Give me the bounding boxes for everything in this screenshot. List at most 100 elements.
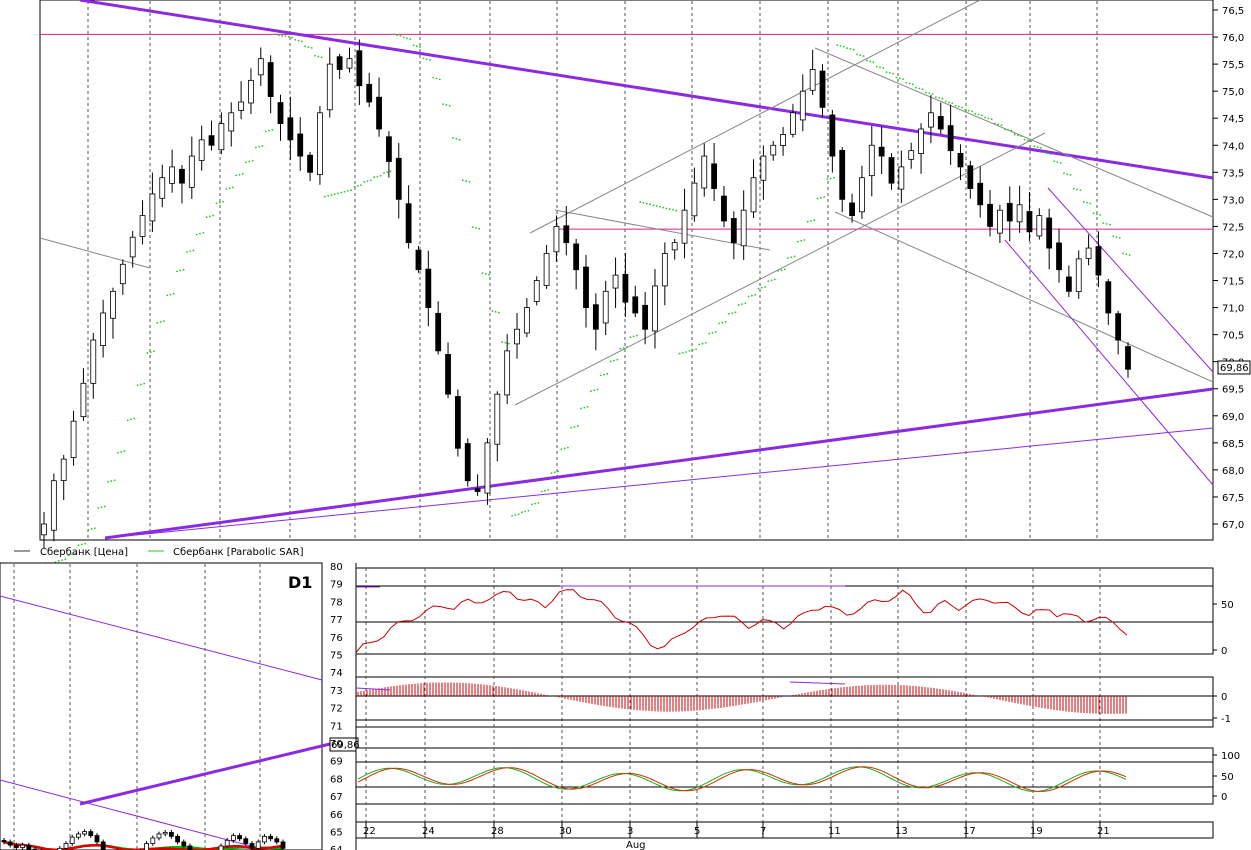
sar-dot	[402, 36, 405, 39]
sar-dot	[1128, 254, 1131, 256]
sar-dot	[438, 78, 441, 81]
sar-dot	[248, 160, 251, 163]
sar-dot	[783, 268, 786, 271]
sar-dot	[790, 256, 793, 259]
candle-body	[642, 304, 649, 330]
sar-dot	[1105, 222, 1108, 225]
sar-dot	[268, 129, 270, 132]
rsi-axis-label: 50	[1221, 600, 1234, 611]
sar-dot	[323, 195, 326, 198]
sar-dot	[865, 59, 868, 62]
candle-body	[257, 58, 264, 76]
sar-dot	[481, 272, 484, 275]
left-scale-label: 68	[330, 774, 343, 785]
sar-dot	[71, 553, 73, 556]
last-price-box	[1217, 360, 1251, 375]
sar-dot	[984, 116, 987, 119]
sar-dot	[133, 417, 136, 420]
sar-dot	[1000, 124, 1003, 127]
month-label: Aug	[626, 840, 646, 850]
sar-dot	[747, 295, 750, 298]
sar-dot	[330, 194, 333, 196]
candle-body	[553, 226, 560, 253]
sar-dot	[1069, 173, 1072, 176]
candle-body	[790, 112, 796, 135]
candle-body	[376, 96, 382, 130]
sar-dot	[264, 130, 267, 133]
sar-dot	[557, 470, 559, 473]
candle-body	[454, 396, 461, 449]
sar-dot	[685, 351, 688, 353]
mini-down-channel-bottom	[0, 779, 263, 850]
candle-body	[464, 443, 471, 482]
sar-dot	[61, 559, 63, 562]
sar-dot	[770, 279, 773, 282]
candle-body	[169, 166, 176, 184]
sar-dot	[281, 35, 284, 37]
sar-dot	[415, 45, 418, 48]
candle-body	[326, 63, 333, 111]
sar-dot	[544, 489, 546, 492]
sar-dot	[185, 251, 188, 253]
price-tick-label: 67,5	[1222, 493, 1244, 504]
mini-candle-body	[94, 835, 100, 843]
channel-upper	[529, 0, 981, 234]
candle-body	[1056, 242, 1062, 271]
macd-histogram	[355, 681, 1127, 714]
timeframe-label: D1	[288, 573, 312, 592]
sar-dot	[396, 34, 399, 37]
mini-candle-body	[7, 841, 13, 846]
candle-body	[573, 243, 580, 271]
sar-dot	[711, 331, 714, 334]
sar-dot	[77, 544, 80, 547]
sar-dot	[392, 33, 395, 36]
mini-last-box	[329, 737, 359, 752]
sar-dot	[773, 278, 776, 281]
sar-dot	[195, 233, 198, 236]
sar-dot	[363, 181, 366, 183]
left-scale-label: 74	[330, 668, 343, 679]
sar-dot	[498, 311, 500, 314]
candle-body	[721, 195, 727, 222]
sar-dot	[570, 426, 573, 429]
price-tick-label: 68,0	[1222, 466, 1244, 477]
sar-dot	[547, 489, 550, 491]
sar-dot	[892, 72, 895, 75]
sar-dot	[934, 96, 937, 98]
sar-dot	[902, 78, 904, 81]
main-down-trendline	[79, 0, 1214, 180]
candle-body	[307, 154, 313, 173]
sar-dot	[944, 100, 947, 103]
sar-dot	[990, 118, 993, 120]
rsi-axis-label: 0	[1221, 646, 1227, 657]
date-label: 3	[627, 826, 633, 837]
mini-candle-body	[82, 831, 87, 835]
last-price-tag: 69,86	[1217, 360, 1251, 375]
date-axis-frame	[355, 821, 1214, 839]
sar-dot	[156, 321, 159, 324]
sar-dot	[1049, 153, 1052, 156]
candle-body	[681, 209, 688, 244]
candle-body	[425, 268, 432, 308]
stochastic-panel	[355, 747, 1214, 805]
sar-dot	[373, 176, 376, 179]
mini-candle-body	[280, 841, 286, 849]
candle-body	[918, 128, 924, 154]
sar-dot	[842, 45, 845, 48]
sar-dot	[573, 426, 576, 428]
sar-dot	[530, 503, 533, 506]
macd-panel	[355, 676, 1214, 728]
mini-candle-body	[144, 843, 150, 850]
sar-dot	[159, 321, 162, 323]
sar-dot	[767, 280, 770, 283]
sar-dot	[432, 76, 435, 79]
sar-dot	[110, 480, 113, 482]
sar-dot	[931, 93, 934, 95]
sar-dot	[918, 87, 921, 90]
sar-dot	[97, 507, 100, 509]
sar-dot	[826, 178, 829, 181]
sar-dot	[800, 239, 803, 242]
candle-body	[632, 296, 639, 314]
candle-body	[928, 112, 934, 128]
candle-body	[198, 139, 205, 161]
